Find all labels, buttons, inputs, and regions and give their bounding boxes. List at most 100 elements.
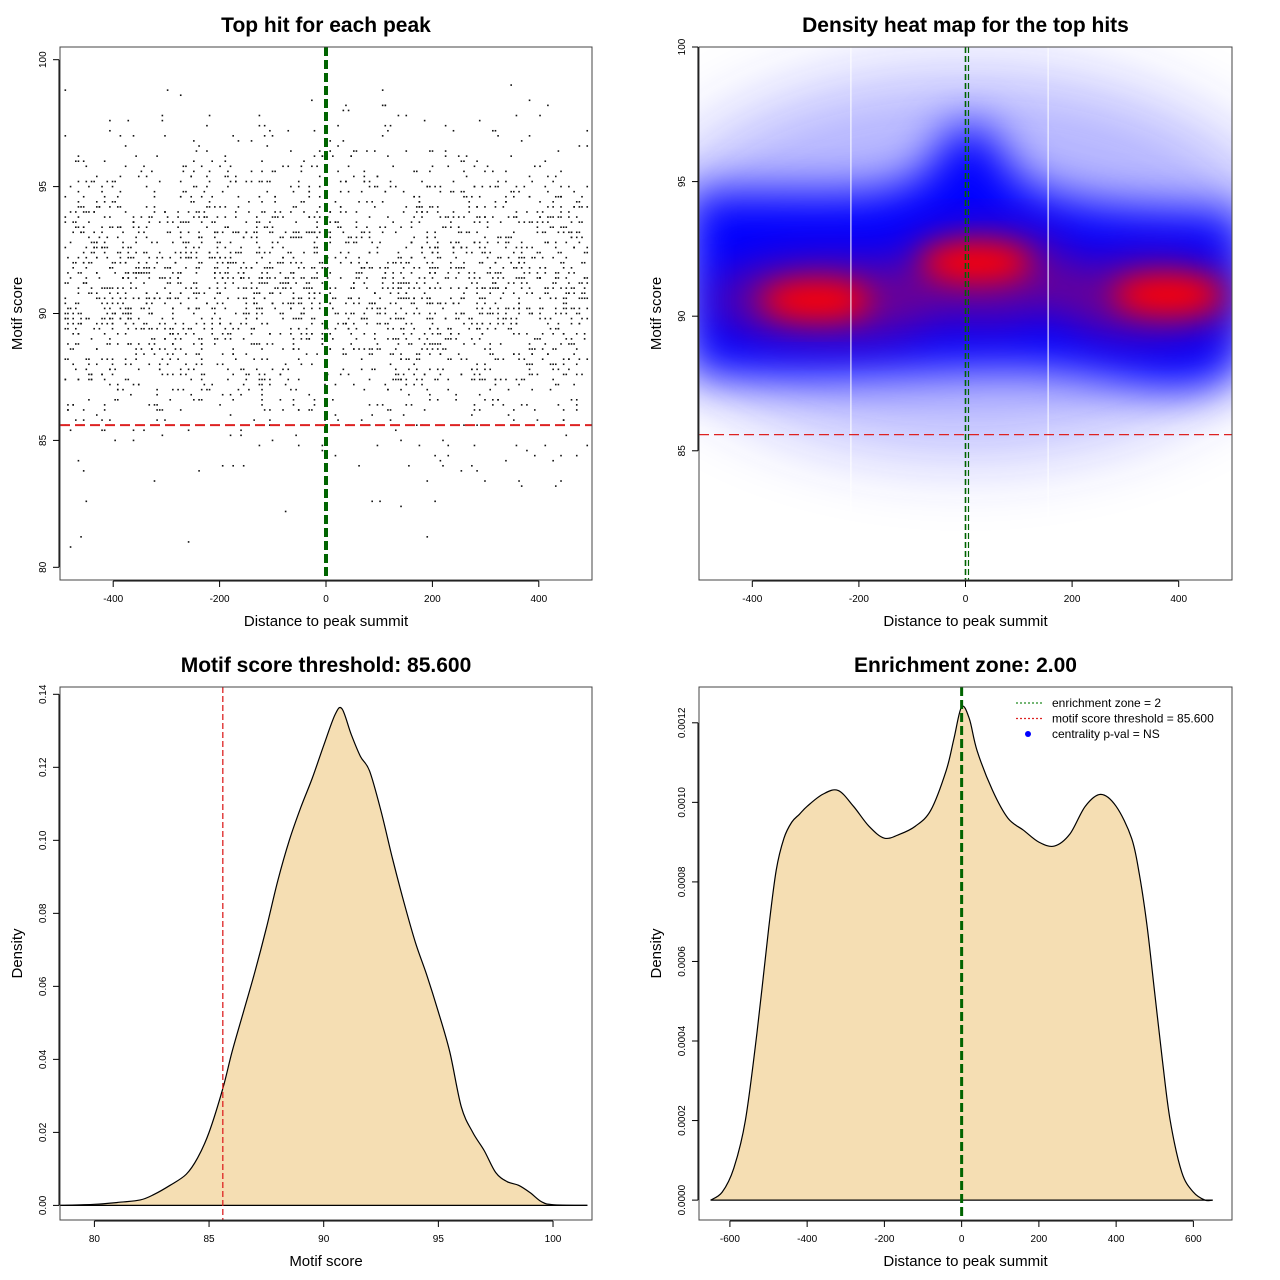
scatter-point: [489, 388, 492, 391]
scatter-point: [185, 190, 187, 193]
scatter-point: [169, 256, 172, 259]
scatter-point: [224, 246, 227, 249]
scatter-point: [198, 292, 200, 294]
scatter-point: [578, 297, 581, 300]
scatter-point: [95, 175, 98, 178]
scatter-point: [481, 297, 484, 300]
chart-title: Motif score threshold: 85.600: [181, 654, 472, 677]
scatter-points: [64, 84, 589, 548]
scatter-point: [573, 272, 575, 274]
x-axis-label: Distance to peak summit: [244, 613, 409, 630]
scatter-point: [418, 221, 421, 223]
scatter-point: [360, 272, 363, 274]
scatter-point: [82, 419, 85, 421]
scatter-point: [418, 353, 421, 355]
scatter-point: [82, 261, 85, 264]
scatter-point: [245, 297, 248, 300]
scatter-point: [447, 358, 450, 360]
scatter-point: [261, 393, 263, 396]
scatter-point: [255, 236, 258, 239]
scatter-point: [279, 333, 282, 335]
scatter-point: [520, 378, 523, 381]
scatter-point: [174, 338, 177, 340]
scatter-point: [203, 327, 206, 330]
scatter-point: [471, 317, 473, 320]
scatter-point: [224, 256, 227, 259]
scatter-point: [77, 302, 80, 305]
scatter-point: [274, 287, 276, 289]
scatter-point: [190, 256, 193, 259]
scatter-point: [329, 333, 332, 335]
scatter-point: [573, 353, 575, 355]
scatter-point: [282, 165, 284, 168]
scatter-point: [195, 256, 198, 259]
scatter-point: [232, 348, 234, 350]
scatter-point: [169, 277, 172, 279]
scatter-point: [581, 236, 583, 239]
scatter-point: [318, 261, 321, 264]
scatter-point: [505, 170, 507, 173]
scatter-point: [400, 272, 402, 274]
scatter-point: [570, 343, 573, 345]
scatter-point: [358, 261, 360, 264]
scatter-point: [290, 333, 292, 335]
scatter-point: [224, 282, 227, 284]
scatter-point: [250, 236, 253, 239]
scatter-point: [502, 358, 505, 360]
scatter-point: [473, 241, 476, 244]
scatter-point: [156, 327, 158, 330]
scatter-point: [98, 277, 101, 279]
scatter-point: [570, 221, 573, 223]
scatter-point: [292, 206, 295, 208]
scatter-point: [415, 358, 418, 360]
scatter-point: [64, 302, 67, 305]
scatter-point: [463, 195, 465, 198]
scatter-point: [415, 353, 418, 355]
scatter-point: [423, 277, 426, 279]
scatter-point: [127, 246, 130, 249]
scatter-point: [460, 358, 463, 360]
scatter-point: [497, 322, 499, 325]
scatter-point: [368, 231, 371, 234]
scatter-point: [350, 297, 353, 300]
scatter-point: [85, 368, 88, 371]
scatter-point: [554, 327, 557, 330]
scatter-point: [182, 221, 185, 223]
scatter-point: [578, 206, 581, 208]
scatter-point: [313, 404, 316, 406]
scatter-point: [85, 277, 88, 279]
scatter-point: [77, 160, 80, 163]
scatter-point: [295, 317, 297, 320]
scatter-point: [345, 241, 347, 244]
scatter-point: [311, 307, 313, 310]
scatter-point: [234, 211, 237, 213]
scatter-point: [436, 368, 439, 371]
scatter-point: [408, 464, 410, 467]
scatter-point: [269, 277, 271, 279]
scatter-point: [492, 277, 494, 279]
scatter-point: [394, 185, 397, 188]
scatter-point: [290, 251, 292, 254]
scatter-point: [198, 261, 200, 264]
scatter-point: [292, 317, 295, 320]
scatter-point: [245, 317, 248, 320]
scatter-point: [518, 358, 520, 360]
scatter-point: [415, 206, 418, 208]
scatter-point: [106, 256, 109, 259]
scatter-point: [200, 378, 203, 381]
scatter-point: [381, 104, 384, 107]
scatter-point: [234, 216, 237, 218]
scatter-point: [279, 373, 282, 376]
scatter-point: [387, 388, 389, 391]
scatter-point: [153, 206, 156, 208]
scatter-point: [332, 297, 334, 300]
scatter-point: [575, 201, 578, 203]
scatter-point: [353, 312, 355, 315]
scatter-point: [148, 363, 151, 366]
scatter-point: [292, 398, 295, 401]
scatter-point: [245, 221, 248, 223]
scatter-point: [376, 444, 379, 447]
scatter-point: [586, 246, 589, 249]
scatter-point: [539, 277, 541, 279]
y-tick-label: 0.02: [38, 1122, 49, 1142]
